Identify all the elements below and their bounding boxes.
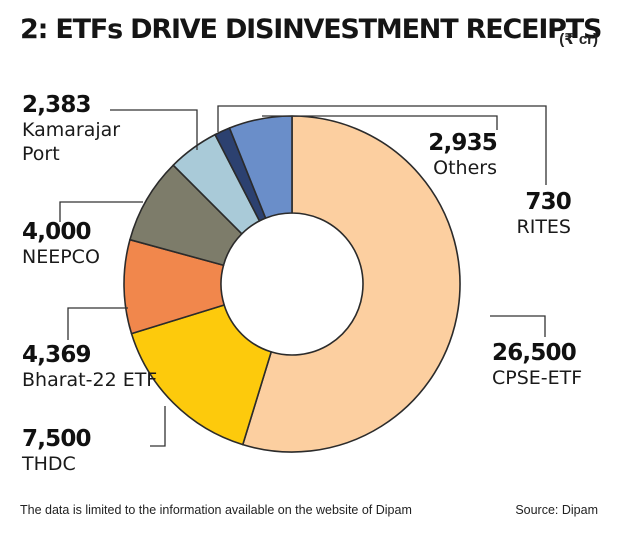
source-label: Source: Dipam xyxy=(515,503,598,517)
category-label-thdc: THDC xyxy=(21,453,76,475)
category-label-neepco: NEEPCO xyxy=(22,246,100,268)
slice-thdc xyxy=(130,304,272,446)
value-label-cpse-etf: 26,500 xyxy=(492,340,576,366)
leader-line-rites xyxy=(217,105,547,185)
leader-line-cpse-etf xyxy=(490,315,546,337)
value-label-others: 2,935 xyxy=(428,130,497,156)
leader-line-kamarajar-port xyxy=(110,109,198,150)
leader-line-others xyxy=(262,115,498,130)
category-label-cpse-etf: CPSE-ETF xyxy=(492,367,582,389)
category-label-kamarajar-port: Kamarajar Port xyxy=(22,119,120,165)
value-label-bharat-22-etf: 4,369 xyxy=(22,342,91,368)
leader-line-neepco xyxy=(59,201,143,222)
leader-line-thdc xyxy=(150,406,166,447)
slice-cpse-etf xyxy=(241,115,461,453)
footnote: The data is limited to the information a… xyxy=(20,503,412,517)
value-label-neepco: 4,000 xyxy=(22,219,91,245)
category-label-others: Others xyxy=(433,157,497,179)
leader-line-bharat-22-etf xyxy=(67,307,128,340)
value-label-rites: 730 xyxy=(525,189,571,215)
unit-label: (₹ cr) xyxy=(559,31,598,48)
category-label-bharat-22-etf: Bharat-22 ETF xyxy=(22,369,157,391)
chart-title: 2: ETFs DRIVE DISINVESTMENT RECEIPTS xyxy=(20,14,602,45)
value-label-kamarajar-port: 2,383 xyxy=(22,92,91,118)
value-label-thdc: 7,500 xyxy=(22,426,91,452)
category-label-rites: RITES xyxy=(517,216,571,238)
